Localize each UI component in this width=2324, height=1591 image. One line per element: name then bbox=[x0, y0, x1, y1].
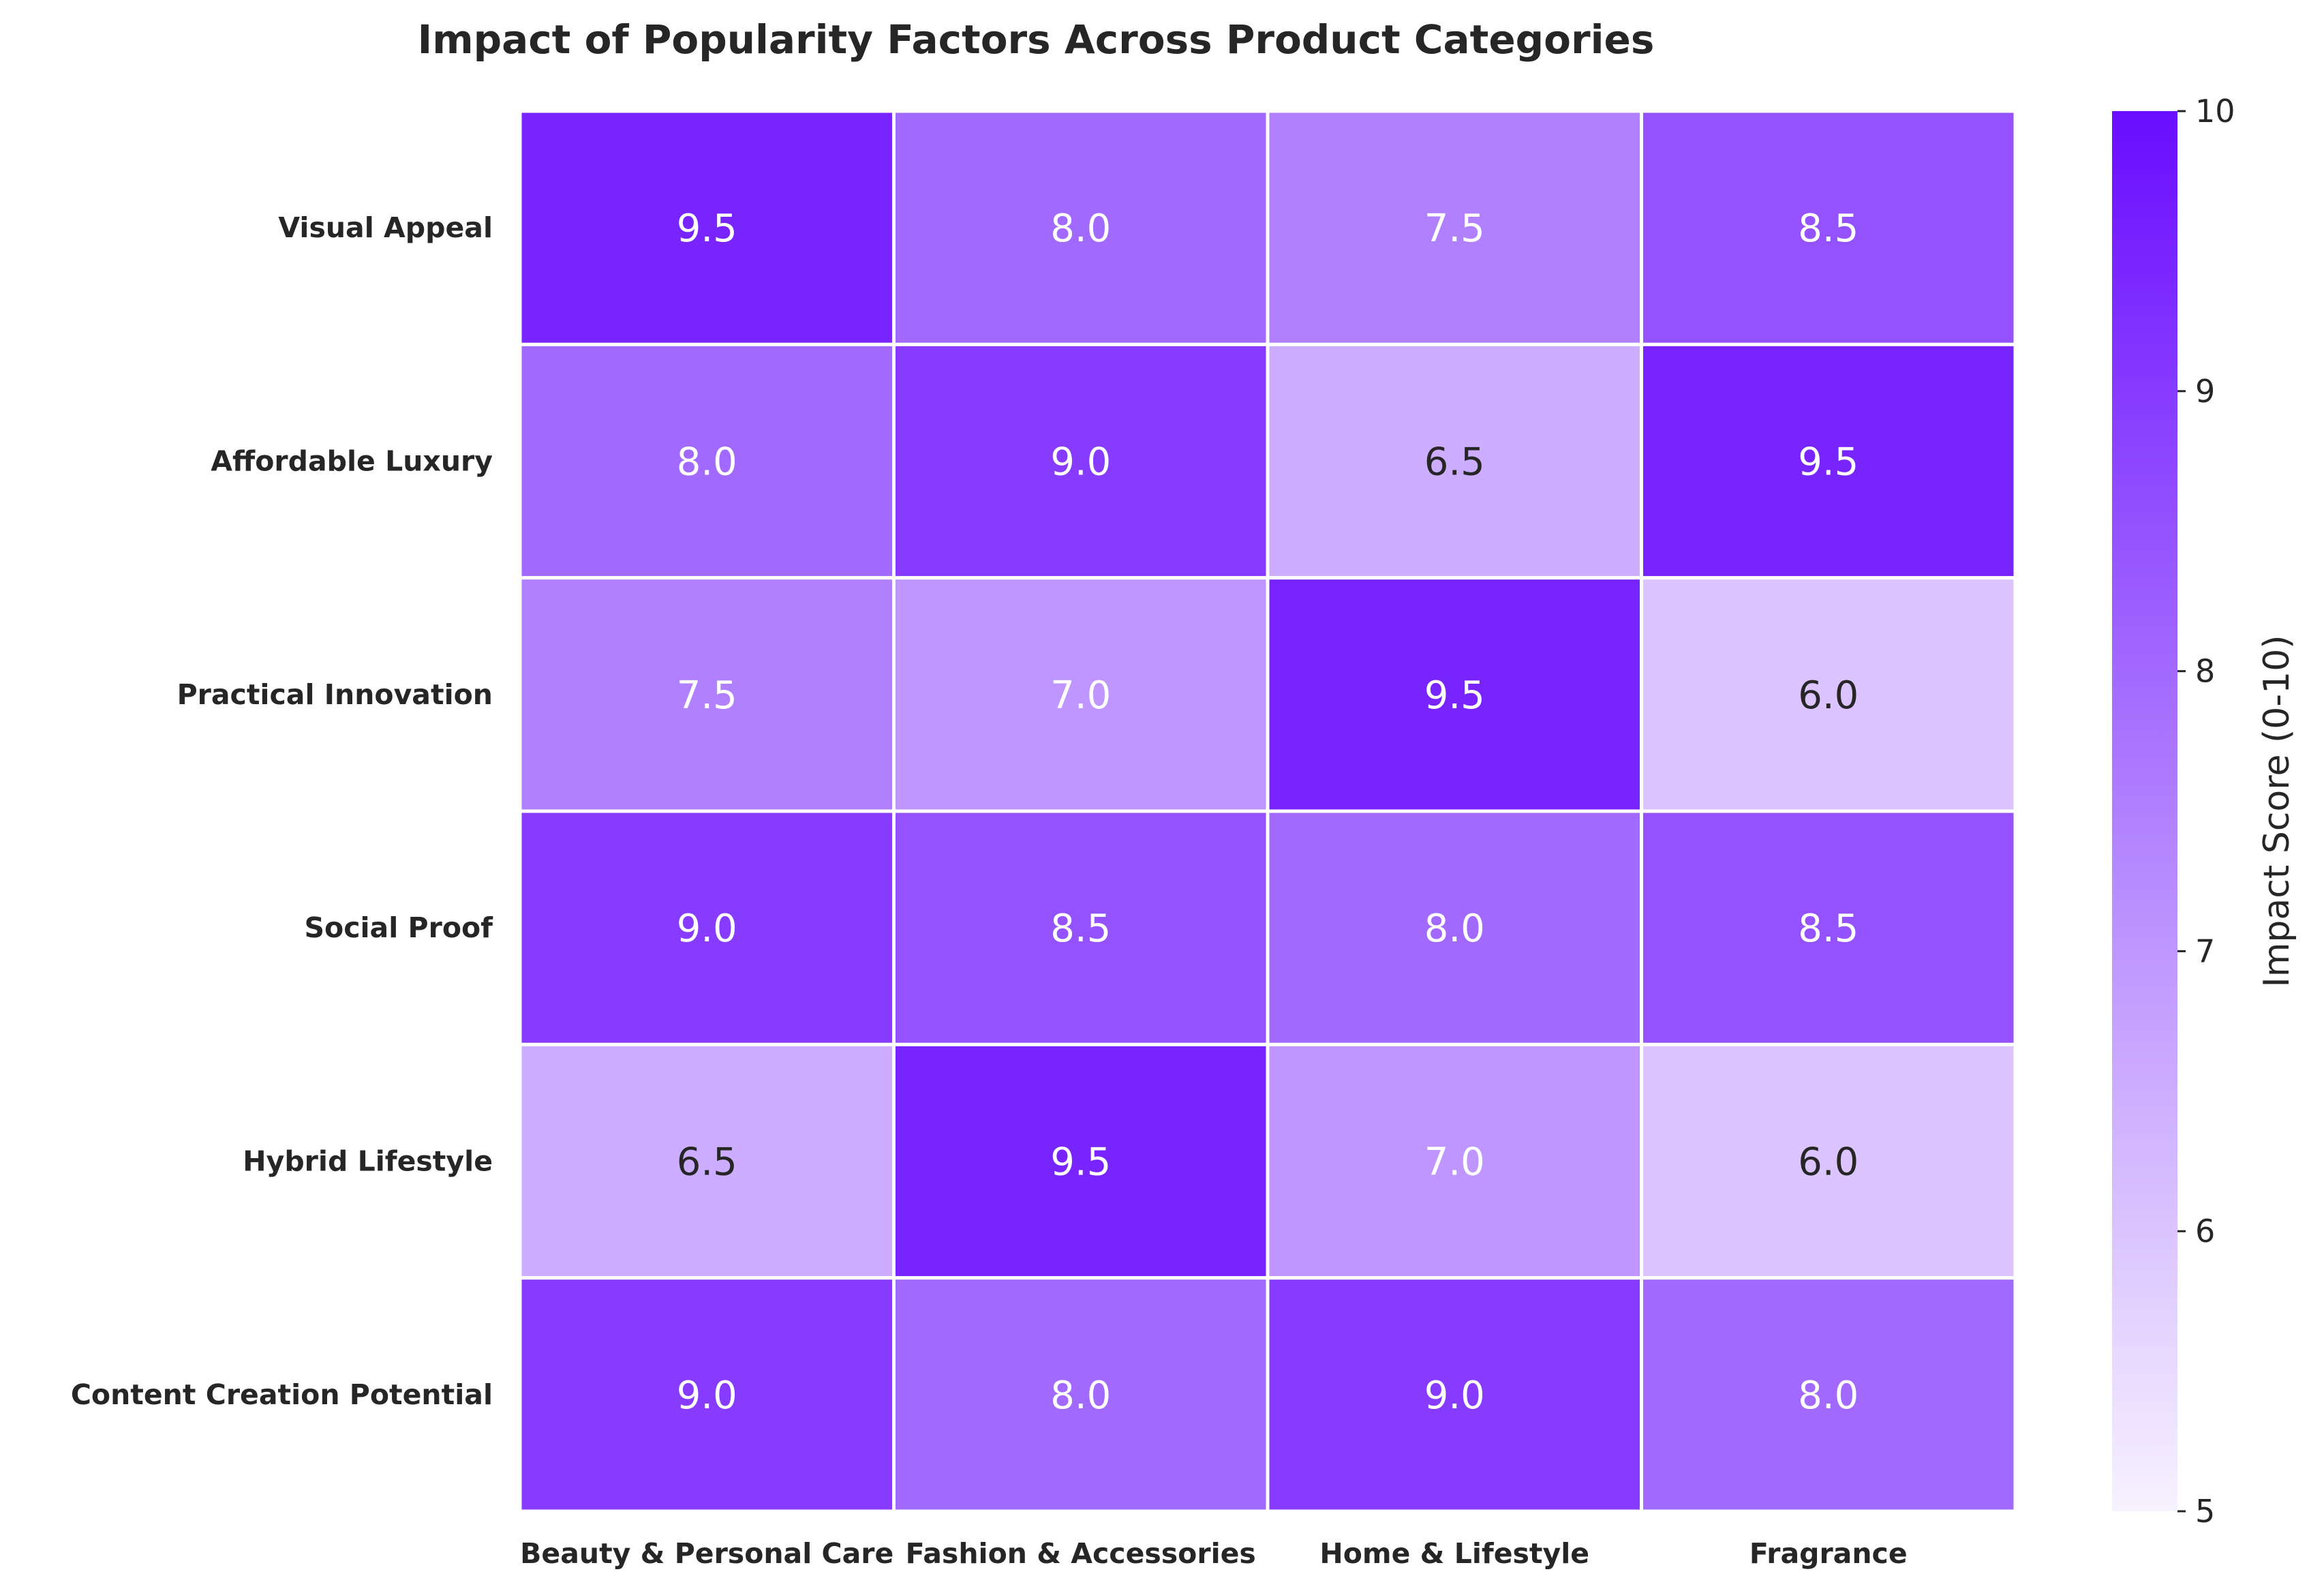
heatmap-cell bbox=[518, 109, 896, 346]
row-labels: Visual Appeal Affordable Luxury Practical … bbox=[71, 211, 493, 1411]
cell-value-label: 9.0 bbox=[677, 907, 737, 951]
cell-value-label: 8.5 bbox=[1050, 907, 1111, 951]
row-label: Hybrid Lifestyle bbox=[243, 1145, 493, 1178]
cell-value-label: 7.0 bbox=[1050, 673, 1111, 718]
heatmap-cell bbox=[1640, 342, 2017, 580]
colorbar-gradient bbox=[2112, 111, 2177, 1511]
colorbar-tick-label: 6 bbox=[2195, 1213, 2215, 1249]
cell-value-label: 6.0 bbox=[1798, 673, 1859, 718]
heatmap-cell bbox=[1640, 1276, 2017, 1513]
cell-value-label: 8.0 bbox=[1050, 207, 1111, 251]
cell-value-label: 8.0 bbox=[677, 440, 737, 485]
column-label: Fragrance bbox=[1749, 1537, 1908, 1570]
colorbar-tick-label: 7 bbox=[2195, 933, 2215, 969]
row-label: Practical Innovation bbox=[177, 678, 493, 711]
column-label: Beauty & Personal Care bbox=[520, 1537, 893, 1570]
row-label: Affordable Luxury bbox=[211, 445, 493, 478]
cell-value-label: 9.5 bbox=[677, 207, 737, 251]
heatmap-cell bbox=[1266, 109, 1643, 346]
cell-value-label: 9.5 bbox=[1050, 1140, 1111, 1185]
heatmap-cell bbox=[518, 342, 896, 580]
colorbar-tick-label: 9 bbox=[2195, 373, 2215, 410]
heatmap-cell bbox=[892, 1276, 1270, 1513]
cell-value-label: 8.5 bbox=[1798, 207, 1859, 251]
heatmap-cell bbox=[1266, 1276, 1643, 1513]
heatmap-cell bbox=[892, 109, 1270, 346]
cell-value-label: 9.0 bbox=[1050, 440, 1111, 485]
cell-value-label: 8.0 bbox=[1798, 1374, 1859, 1418]
cell-value-label: 9.0 bbox=[677, 1374, 737, 1418]
colorbar-tick-label: 10 bbox=[2195, 93, 2235, 130]
cell-value-label: 7.5 bbox=[1424, 207, 1485, 251]
cell-value-label: 9.0 bbox=[1424, 1374, 1485, 1418]
heatmap-cell bbox=[1640, 809, 2017, 1046]
column-label: Fashion & Accessories bbox=[906, 1537, 1256, 1570]
cell-value-label: 6.0 bbox=[1798, 1140, 1859, 1185]
column-labels: Beauty & Personal Care Fashion & Accessor… bbox=[520, 1537, 1907, 1570]
cell-value-label: 7.5 bbox=[677, 673, 737, 718]
heatmap-cell bbox=[892, 1042, 1270, 1280]
colorbar-label: Impact Score (0-10) bbox=[2257, 635, 2297, 987]
row-label: Content Creation Potential bbox=[71, 1378, 493, 1411]
colorbar: 5 6 7 8 9 10 bbox=[2112, 93, 2235, 1530]
heatmap-cell bbox=[1640, 109, 2017, 346]
column-label: Home & Lifestyle bbox=[1319, 1537, 1589, 1570]
row-label: Social Proof bbox=[305, 911, 494, 944]
heatmap-cell bbox=[518, 1276, 896, 1513]
heatmap-cell bbox=[892, 576, 1270, 813]
cell-value-label: 8.0 bbox=[1050, 1374, 1111, 1418]
colorbar-tick-label: 8 bbox=[2195, 653, 2215, 690]
heatmap-cell bbox=[1640, 576, 2017, 813]
heatmap-cell bbox=[892, 342, 1270, 580]
cell-value-label: 6.5 bbox=[1424, 440, 1485, 485]
cell-value-label: 7.0 bbox=[1424, 1140, 1485, 1185]
cell-value-label: 6.5 bbox=[677, 1140, 737, 1185]
colorbar-tick-label: 5 bbox=[2195, 1493, 2215, 1530]
cell-value-label: 8.5 bbox=[1798, 907, 1859, 951]
heatmap-cell bbox=[518, 1042, 896, 1280]
row-label: Visual Appeal bbox=[278, 211, 493, 244]
heatmap-cell bbox=[1640, 1042, 2017, 1280]
chart-title: Impact of Popularity Factors Across Prod… bbox=[418, 16, 1655, 63]
cell-value-label: 9.5 bbox=[1424, 673, 1485, 718]
heatmap-cell bbox=[892, 809, 1270, 1046]
cell-value-label: 8.0 bbox=[1424, 907, 1485, 951]
cell-value-label: 9.5 bbox=[1798, 440, 1859, 485]
heatmap-cell bbox=[518, 809, 896, 1046]
heatmap-cell bbox=[1266, 1042, 1643, 1280]
heatmap-cells: 9.5 8.0 7.5 8.5 8.0 9.0 6.5 9.5 7.5 7.0 9.5 6.0 9.0 8… bbox=[518, 109, 2017, 1513]
